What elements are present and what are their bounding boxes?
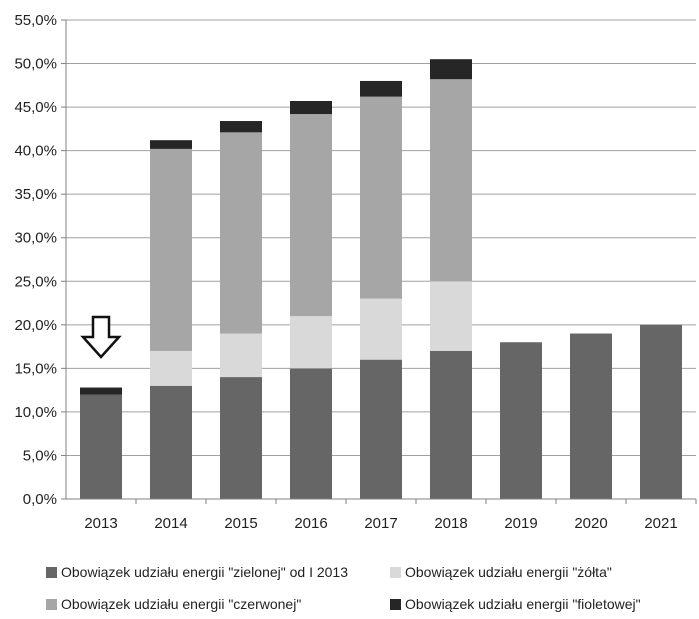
bar-segment [430, 79, 472, 282]
bar-segment [290, 114, 332, 317]
y-tick-label: 0,0% [23, 491, 57, 508]
bar-segment [80, 387, 122, 395]
axes [61, 19, 697, 504]
y-tick-label: 20,0% [14, 317, 57, 334]
y-tick-label: 15,0% [14, 360, 57, 377]
y-tick-labels: 0,0% 5,0% 10,0% 15,0% 20,0% 25,0% 30,0% 35,0% 40… [14, 12, 57, 508]
x-tick-label: 2014 [154, 515, 187, 532]
y-tick-label: 40,0% [14, 143, 57, 160]
x-tick-label: 2018 [434, 515, 467, 532]
legend-swatch [390, 598, 401, 610]
bar-segment [220, 132, 262, 334]
bar-segment [360, 359, 402, 499]
bar-segment [150, 385, 192, 499]
y-tick-label: 10,0% [14, 404, 57, 421]
x-tick-label: 2019 [504, 515, 537, 532]
bar-segment [80, 394, 122, 499]
y-tick-label: 5,0% [23, 447, 57, 464]
x-tick-label: 2017 [364, 515, 397, 532]
legend-item: Obowiązek udziału energii "zielonej" od … [46, 564, 348, 580]
x-tick-label: 2021 [644, 515, 677, 532]
bar-segment [360, 80, 402, 97]
legend-item: Obowiązek udziału energii "fioletowej" [390, 596, 641, 612]
y-tick-label: 30,0% [14, 230, 57, 247]
stacked-bar-chart: 0,0% 5,0% 10,0% 15,0% 20,0% 25,0% 30,0% 35,0% 40… [14, 12, 697, 532]
y-tick-label: 45,0% [14, 99, 57, 116]
bar-segment [570, 333, 612, 499]
bar-segment [150, 148, 192, 351]
y-tick-label: 35,0% [14, 186, 57, 203]
legend-label: Obowiązek udziału energii "żółta" [405, 564, 612, 580]
legend-label: Obowiązek udziału energii "fioletowej" [405, 596, 641, 612]
bar-segment [220, 333, 262, 378]
bar-segment [290, 316, 332, 369]
legend-item: Obowiązek udziału energii "żółta" [390, 564, 612, 580]
legend-label: Obowiązek udziału energii "zielonej" od … [61, 564, 349, 580]
bar-segment [430, 350, 472, 499]
y-tick-label: 50,0% [14, 56, 57, 73]
y-tick-label: 25,0% [14, 273, 57, 290]
bar-segment [220, 377, 262, 499]
legend-swatch [46, 598, 57, 610]
bar-segment [360, 96, 402, 299]
bar-segment [430, 281, 472, 351]
x-tick-label: 2015 [224, 515, 257, 532]
bar-segment [500, 342, 542, 499]
legend-label: Obowiązek udziału energii "czerwonej" [61, 596, 302, 612]
bar-segment [150, 140, 192, 149]
bar-segment [290, 100, 332, 115]
bar-segment [360, 298, 402, 360]
legend-item: Obowiązek udziału energii "czerwonej" [46, 596, 301, 612]
x-tick-label: 2020 [574, 515, 607, 532]
y-tick-label: 55,0% [14, 12, 57, 29]
legend-swatch [46, 566, 57, 578]
x-tick-label: 2013 [84, 515, 117, 532]
annotation-arrow [80, 315, 122, 359]
x-tick-labels: 2013 2014 2015 2016 2017 2018 2019 2020 2021 [84, 515, 677, 532]
bar-segment [640, 324, 682, 499]
bar-segment [150, 350, 192, 386]
legend-swatch [390, 566, 401, 578]
bars [80, 59, 682, 499]
bar-segment [290, 368, 332, 499]
x-tick-label: 2016 [294, 515, 327, 532]
down-arrow-icon [80, 315, 122, 359]
bar-segment [430, 59, 472, 80]
bar-segment [220, 121, 262, 133]
